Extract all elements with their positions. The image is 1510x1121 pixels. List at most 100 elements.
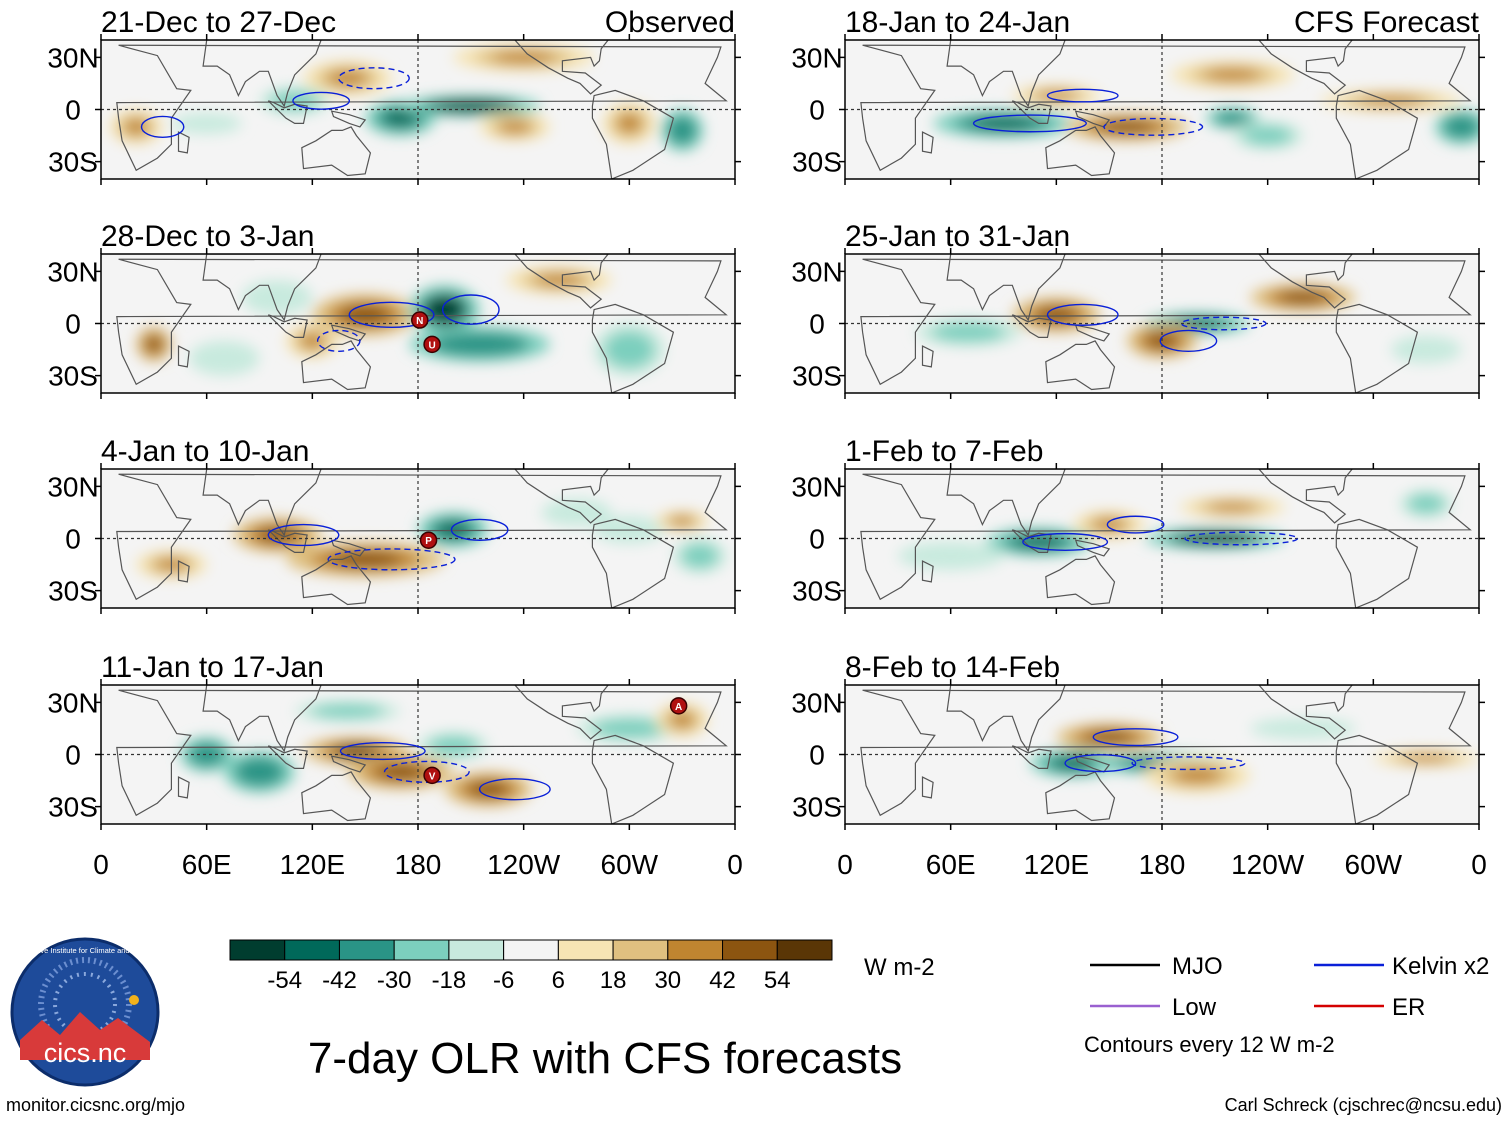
colorbar-tick-label: -18 [432,967,467,994]
legend-label-er: ER [1392,994,1425,1021]
lat-label: 30N [47,687,98,718]
coastline [860,44,1472,172]
lat-label: 0 [65,740,81,771]
anomaly-field [933,60,1479,150]
map-panel: 30N 0 30S 25-Jan to 31-Jan [791,220,1485,399]
anomaly-blob [944,325,993,339]
colorbar-box [503,939,559,961]
colorbar-box [776,939,833,961]
anomaly-blob [971,117,1036,130]
anomaly-blob [243,762,276,782]
coastline [301,771,372,822]
lat-label: 0 [65,309,81,340]
legend-label-mjo: MJO [1172,953,1223,980]
kelvin-contour [267,523,340,547]
footer-credit: Carl Schreck (cjschrec@ncsu.edu) [1225,1095,1502,1115]
lon-label: 0 [1471,849,1487,880]
coastlines [116,685,728,824]
map-panel: 30N 0 30S 28-Dec to 3-Jan N U [47,220,741,399]
panel-title: 28-Dec to 3-Jan [101,220,314,253]
storm-marker-icon [419,531,438,549]
storm-marker-icon [423,335,441,354]
coastline [202,685,322,753]
coastline [116,473,728,601]
anomaly-blob [208,350,241,367]
coastline [116,258,728,386]
kelvin-contour [1046,303,1119,326]
lat-label: 0 [65,524,81,555]
coastline [1045,340,1116,391]
anomaly-blob [491,51,556,64]
lat-label: 30N [47,256,98,287]
colorbar-unit: W m-2 [864,954,935,981]
anomaly-blob [329,551,401,568]
coastline [267,745,308,770]
colorbar-tick-label: -42 [322,967,357,994]
lat-label: 30N [791,256,842,287]
storm-marker-label: A [675,702,682,713]
storm-marker: U [423,335,441,354]
anomaly-blob [1402,754,1450,762]
panel-title: 21-Dec to 27-Dec [101,6,336,39]
map-panel: 30N 0 30S 1-Feb to 7-Feb [791,435,1485,614]
logo-text: cics.nc [44,1038,127,1068]
map-panel: 30N 0 30S 8-Feb to 14-Feb 0 60E 120E 180 120W 60W… [791,651,1487,880]
coastline [1045,126,1116,177]
kelvin-contour [338,67,410,90]
anomaly-blob [376,764,425,780]
coastlines [860,685,1472,824]
coastline [202,469,322,537]
map-panel: 30N 0 30S 11-Jan to 17-Jan A V 0 60E 120E 180 120W… [47,651,743,880]
kelvin-contour [1106,515,1165,534]
coastline [177,776,190,799]
coastline [301,340,372,391]
anomaly-blob [499,120,531,134]
lat-label: 0 [809,524,825,555]
colorbar-box [722,939,778,961]
legend-label-low: Low [1172,994,1217,1021]
lat-label: 0 [65,95,81,126]
kelvin-contours [140,67,410,138]
kelvin-contour [478,778,551,801]
logo-sun-icon [129,995,139,1005]
coastline [177,345,190,368]
lat-label: 30S [48,147,98,178]
panel-title: 25-Jan to 31-Jan [845,220,1070,253]
colorbar-tick-label: 30 [654,967,681,994]
coastline [591,734,675,824]
lat-label: 30S [48,792,98,823]
lat-label: 30S [792,147,842,178]
kelvin-contour [441,294,500,325]
lon-label: 0 [727,849,743,880]
map-panel: 30N 0 30S 21-Dec to 27-Dec Observed [47,6,741,185]
contour-note: Contours every 12 W m-2 [1084,1032,1335,1057]
anomaly-blob [1279,291,1327,304]
anomaly-blob [261,289,293,306]
coastline [591,89,675,179]
colorbar-tick-label: -30 [377,967,412,994]
kelvin-contour [1184,531,1299,546]
colorbar-box [229,939,286,961]
legend: MJO Kelvin x2 Low ER Contours every 12 W… [1084,953,1489,1057]
colorbar-box [667,939,724,961]
lat-label: 30S [792,361,842,392]
map-panels: 30N 0 30S 21-Dec to 27-Dec Observed 30N 0 30S 28… [47,6,1487,880]
kelvin-contour [316,329,361,353]
panel-title: 8-Feb to 14-Feb [845,651,1060,684]
kelvin-contour [1064,754,1137,773]
lon-label: 60W [601,849,659,880]
lat-label: 30S [48,361,98,392]
colorbar-tick-label: 6 [552,967,565,994]
lat-label: 30S [792,576,842,607]
anomaly-field [897,489,1453,570]
colorbar-box [612,939,669,961]
coastline [301,126,372,177]
coastline [116,689,728,817]
anomaly-blob [1093,518,1126,531]
anomaly-blob [535,273,583,287]
anomaly-blob [1173,767,1221,784]
anomaly-blob [1220,113,1245,123]
lon-label: 180 [1139,849,1186,880]
coastline [514,254,609,309]
colorbar-box [284,939,340,961]
